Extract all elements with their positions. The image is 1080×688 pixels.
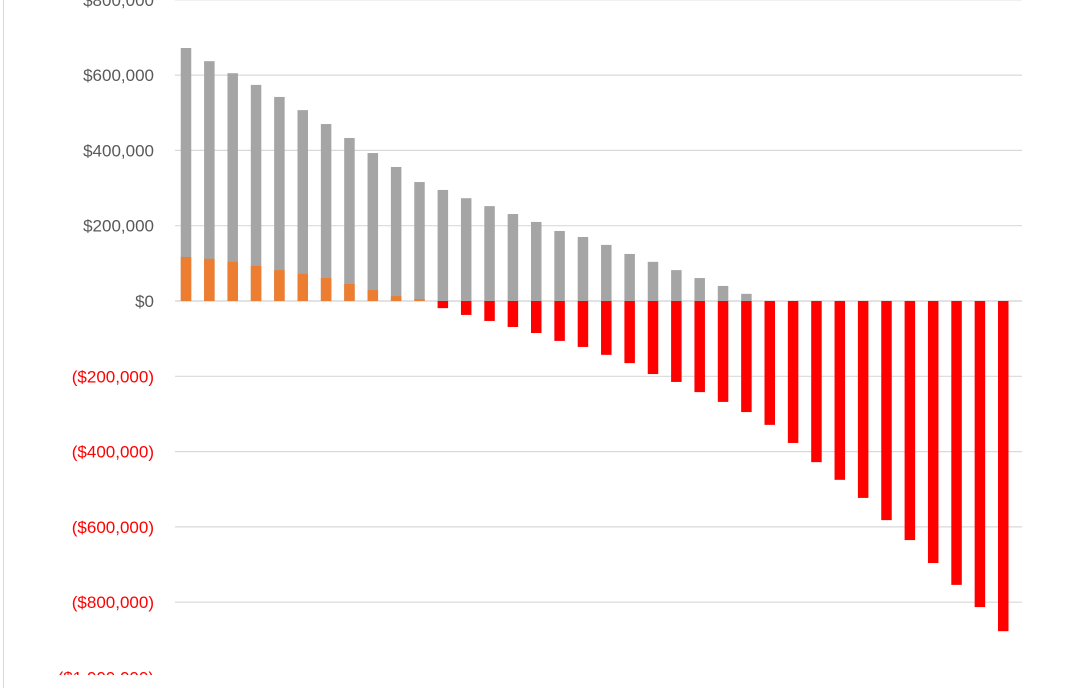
bar-series-3-20 [624,301,635,364]
bar-series-1-15 [507,214,519,301]
y-tick-label: ($600,000) [72,518,154,537]
bar-series-1-12 [437,189,449,301]
y-axis-labels: $800,000 $600,000 $400,000 $200,000 $0 ($200,… [58,0,154,675]
bar-series-1-4 [250,84,262,301]
bar-series-3-18 [577,301,589,347]
bar-series-2-9 [367,290,379,301]
bar-series-1-21 [647,261,659,301]
bars [180,47,1009,632]
bar-series-1-18 [577,236,589,301]
bar-series-3-15 [507,301,519,327]
bar-series-3-26 [764,301,775,425]
bar-series-1-22 [671,270,682,301]
bar-series-2-11 [414,299,425,301]
bar-series-3-21 [647,301,659,375]
bar-series-1-6 [297,110,308,301]
bar-series-2-1 [180,256,192,301]
bar-series-1-2 [204,61,215,302]
bar-series-1-25 [741,293,752,301]
y-tick-label: ($200,000) [72,367,154,386]
bar-series-2-7 [320,278,332,301]
bar-series-3-16 [531,301,542,334]
bar-series-3-35 [974,301,986,608]
y-tick-label: ($1,000,000) [58,669,154,676]
y-tick-label: ($800,000) [72,593,154,612]
bar-series-3-22 [671,301,682,382]
bar-series-3-32 [904,301,916,541]
bar-series-3-29 [834,301,846,480]
bar-series-1-9 [367,153,379,301]
bar-series-2-4 [250,265,262,301]
bar-series-3-19 [601,301,612,355]
y-tick-label: ($400,000) [72,443,154,462]
bar-series-3-23 [694,301,705,393]
bar-series-1-14 [484,206,495,301]
y-tick-label: $800,000 [83,0,154,10]
bar-series-3-28 [811,301,822,463]
bar-series-1-8 [344,137,355,301]
y-tick-label: $0 [135,292,154,311]
bar-series-2-3 [227,261,238,301]
bar-series-2-5 [274,270,285,301]
bar-series-1-20 [624,253,635,301]
bar-series-3-17 [554,301,565,341]
bar-series-3-14 [484,301,495,321]
bar-series-1-11 [414,182,425,301]
bar-series-3-12 [437,301,449,309]
bar-series-3-34 [951,301,962,585]
bar-series-3-30 [857,301,869,498]
bar-series-1-13 [460,198,472,301]
bar-series-1-3 [227,73,238,301]
bar-series-2-6 [297,273,308,301]
bar-series-1-23 [694,278,705,301]
bar-series-1-24 [717,285,729,301]
bar-series-3-25 [741,301,752,413]
bar-series-2-2 [204,258,215,301]
bar-series-1-16 [531,221,542,301]
gridlines [175,0,1022,603]
bar-series-3-13 [460,301,472,315]
y-tick-label: $400,000 [83,141,154,160]
bar-series-1-10 [390,166,402,301]
y-tick-label: $600,000 [83,66,154,85]
bar-series-3-24 [717,301,729,402]
bar-series-2-10 [390,296,402,301]
bar-series-3-31 [881,301,892,521]
chart-frame [3,0,1080,688]
bar-series-3-36 [998,301,1009,632]
bar-series-1-5 [274,96,285,301]
bar-series-1-19 [601,244,612,301]
bar-series-1-7 [320,124,332,301]
bar-series-1-1 [180,47,192,301]
y-tick-label: $200,000 [83,217,154,236]
bar-series-1-17 [554,230,565,301]
bar-series-2-8 [344,284,355,301]
bar-series-3-27 [787,301,799,443]
bar-series-3-33 [927,301,939,564]
